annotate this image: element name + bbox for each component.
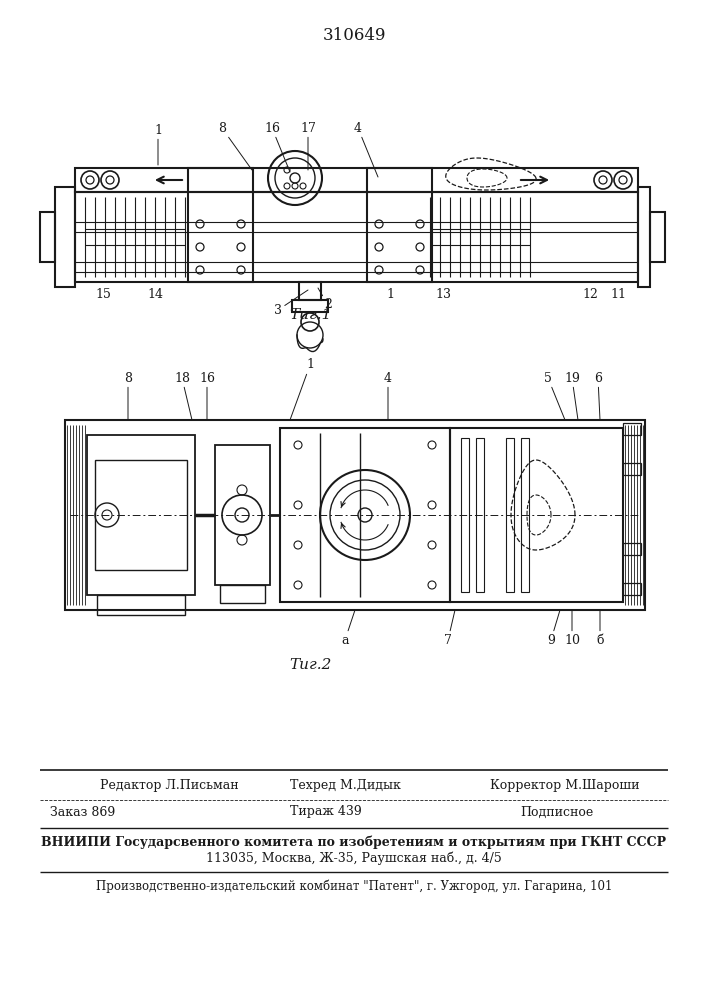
Bar [75, 192, 638, 282]
Bar [450, 428, 623, 602]
Text: 1: 1 [290, 359, 314, 420]
Text: 9: 9 [547, 610, 560, 647]
Text: 7: 7 [444, 610, 455, 647]
Text: а: а [341, 610, 355, 647]
Bar [40, 212, 55, 262]
Text: 5: 5 [544, 371, 565, 420]
Bar [292, 300, 328, 312]
Bar [75, 168, 638, 192]
Text: Тираж 439: Тираж 439 [290, 806, 362, 818]
Text: 15: 15 [95, 288, 111, 300]
Bar [461, 438, 469, 592]
Text: 10: 10 [564, 610, 580, 647]
Text: б: б [596, 610, 604, 647]
Text: 14: 14 [147, 288, 163, 300]
Text: 18: 18 [174, 371, 192, 420]
Text: 16: 16 [264, 121, 290, 172]
Text: Τиг.1: Τиг.1 [289, 308, 331, 322]
Text: Техред М.Дидык: Техред М.Дидык [290, 778, 401, 792]
Text: 17: 17 [300, 121, 316, 170]
Text: 3: 3 [274, 290, 308, 316]
Text: Производственно-издательский комбинат "Патент", г. Ужгород, ул. Гагарина, 101: Производственно-издательский комбинат "П… [96, 879, 612, 893]
Text: 19: 19 [564, 371, 580, 420]
Text: 12: 12 [582, 288, 598, 300]
Text: 16: 16 [199, 371, 215, 420]
Text: 8: 8 [124, 371, 132, 420]
Text: 11: 11 [610, 288, 626, 300]
Bar [623, 423, 641, 435]
Bar [188, 168, 253, 282]
Bar [623, 583, 641, 595]
Text: ВНИИПИ Государсвенного комитета по изобретениям и открытиям при ГКНТ СССР: ВНИИПИ Государсвенного комитета по изобр… [42, 835, 667, 849]
Bar [638, 187, 650, 287]
Bar [299, 282, 321, 300]
Bar [623, 543, 641, 555]
Bar [215, 445, 270, 585]
Text: 4: 4 [354, 121, 378, 177]
Text: Подписное: Подписное [520, 806, 593, 818]
Text: 1: 1 [154, 123, 162, 165]
Text: 2: 2 [318, 288, 332, 312]
Text: 1: 1 [386, 288, 394, 300]
Bar [367, 168, 432, 282]
Bar [95, 460, 187, 570]
Bar [220, 585, 265, 603]
Text: Заказ 869: Заказ 869 [50, 806, 115, 818]
Bar [280, 428, 450, 602]
Text: 113035, Москва, Ж-35, Раушская наб., д. 4/5: 113035, Москва, Ж-35, Раушская наб., д. … [206, 851, 502, 865]
Bar [55, 187, 75, 287]
Text: 6: 6 [594, 371, 602, 420]
Bar [97, 595, 185, 615]
Bar [87, 435, 195, 595]
Text: 310649: 310649 [322, 26, 386, 43]
Bar [623, 463, 641, 475]
Text: Τиг.2: Τиг.2 [289, 658, 331, 672]
Bar [476, 438, 484, 592]
Text: 8: 8 [218, 121, 252, 170]
Bar [650, 212, 665, 262]
Text: Редактор Л.Письман: Редактор Л.Письман [100, 778, 239, 792]
Text: 4: 4 [384, 371, 392, 420]
Text: Корректор М.Шароши: Корректор М.Шароши [490, 778, 640, 792]
Bar [521, 438, 529, 592]
Bar [65, 420, 645, 610]
Bar [506, 438, 514, 592]
Text: 13: 13 [435, 288, 451, 300]
